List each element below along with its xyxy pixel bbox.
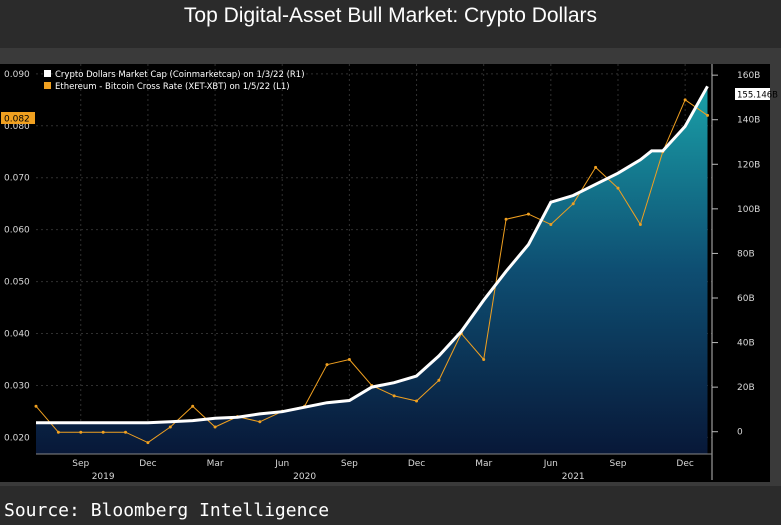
right-tick-label: 160B bbox=[737, 71, 760, 81]
eth-btc-segment bbox=[394, 395, 417, 402]
eth-btc-segment bbox=[662, 99, 686, 152]
x-axis-band bbox=[36, 454, 715, 482]
x-axis: Sep Dec Mar Jun Sep Dec Mar Jun Sep Dec 2019 2020 20… bbox=[36, 453, 712, 482]
x-tick-label: Sep bbox=[610, 459, 627, 469]
left-tick-label: 0.050 bbox=[4, 278, 30, 288]
left-tick-label: 0.040 bbox=[4, 330, 30, 340]
eth-btc-segment bbox=[572, 167, 597, 204]
eth-btc-segment bbox=[617, 187, 641, 225]
eth-btc-point bbox=[706, 113, 710, 117]
eth-btc-segment bbox=[438, 333, 462, 381]
x-tick-label: Mar bbox=[475, 459, 492, 469]
eth-btc-segment bbox=[326, 358, 350, 366]
x-tick-label: Dec bbox=[408, 459, 425, 469]
eth-btc-segment bbox=[505, 213, 529, 220]
left-tick-label: 0.060 bbox=[4, 226, 30, 236]
x-tick-label: Dec bbox=[139, 459, 156, 469]
left-last-value-label: 0.082 bbox=[4, 115, 30, 125]
left-last-value-badge: 0.082 bbox=[1, 112, 35, 125]
right-last-value-badge: 155.146B bbox=[735, 88, 778, 101]
eth-btc-segment bbox=[147, 426, 171, 443]
left-tick-label: 0.090 bbox=[4, 70, 30, 80]
right-tick-label: 100B bbox=[737, 205, 760, 215]
eth-btc-segment bbox=[348, 359, 373, 386]
left-tick-label: 0.080 bbox=[4, 122, 30, 132]
market-cap-line bbox=[36, 85, 709, 425]
right-tick-label: 140B bbox=[737, 116, 760, 126]
x-year-label: 2021 bbox=[562, 472, 585, 482]
legend-swatch-market-cap bbox=[44, 70, 51, 77]
eth-btc-series bbox=[34, 98, 710, 445]
eth-btc-segment bbox=[35, 405, 59, 433]
market-cap-area bbox=[36, 86, 708, 455]
right-tick-label: 40B bbox=[737, 339, 755, 349]
legend: Crypto Dollars Market Cap (Coinmarketcap… bbox=[44, 70, 305, 92]
source-note: Source: Bloomberg Intelligence bbox=[4, 500, 330, 521]
eth-btc-segment bbox=[416, 379, 440, 402]
x-year-label: 2019 bbox=[92, 472, 115, 482]
left-tick-label: 0.070 bbox=[4, 174, 30, 184]
eth-btc-segment bbox=[125, 431, 149, 444]
left-tick-label: 0.030 bbox=[4, 381, 30, 391]
eth-btc-segment bbox=[304, 364, 328, 407]
chart-title: Top Digital-Asset Bull Market: Crypto Do… bbox=[183, 4, 598, 27]
legend-swatch-eth-btc bbox=[44, 82, 51, 89]
x-tick-label: Mar bbox=[207, 459, 224, 469]
eth-btc-segment bbox=[460, 333, 485, 360]
right-tick-label: 20B bbox=[737, 383, 755, 393]
x-tick-label: Jun bbox=[274, 459, 289, 469]
eth-btc-segment bbox=[528, 213, 552, 225]
eth-btc-segment bbox=[192, 405, 216, 428]
right-tick-label: 120B bbox=[737, 160, 760, 170]
right-tick-label: 80B bbox=[737, 249, 755, 259]
right-tick-label: 0 bbox=[737, 428, 743, 438]
left-axis: 0.020 0.030 0.040 0.050 0.060 0.070 0.080 0.090 bbox=[4, 70, 30, 444]
right-last-value-label: 155.146B bbox=[737, 91, 778, 101]
right-axis: 0 20B 40B 60B 80B 100B 120B 140B 160B bbox=[711, 64, 760, 480]
eth-btc-segment bbox=[639, 151, 664, 225]
x-tick-label: Sep bbox=[72, 459, 89, 469]
legend-market-cap: Crypto Dollars Market Cap (Coinmarketcap… bbox=[55, 70, 305, 80]
x-year-label: 2020 bbox=[293, 472, 316, 482]
right-axis-band bbox=[715, 64, 770, 482]
x-tick-label: Dec bbox=[676, 459, 693, 469]
left-tick-label: 0.020 bbox=[4, 433, 30, 443]
eth-btc-segment bbox=[550, 203, 574, 225]
x-tick-label: Sep bbox=[341, 459, 358, 469]
x-tick-label: Jun bbox=[543, 459, 558, 469]
left-axis-band bbox=[0, 64, 36, 482]
eth-btc-segment bbox=[169, 405, 194, 428]
eth-btc-segment bbox=[483, 219, 507, 360]
right-tick-label: 60B bbox=[737, 294, 755, 304]
legend-eth-btc: Ethereum - Bitcoin Cross Rate (XET-XBT) … bbox=[55, 82, 290, 92]
